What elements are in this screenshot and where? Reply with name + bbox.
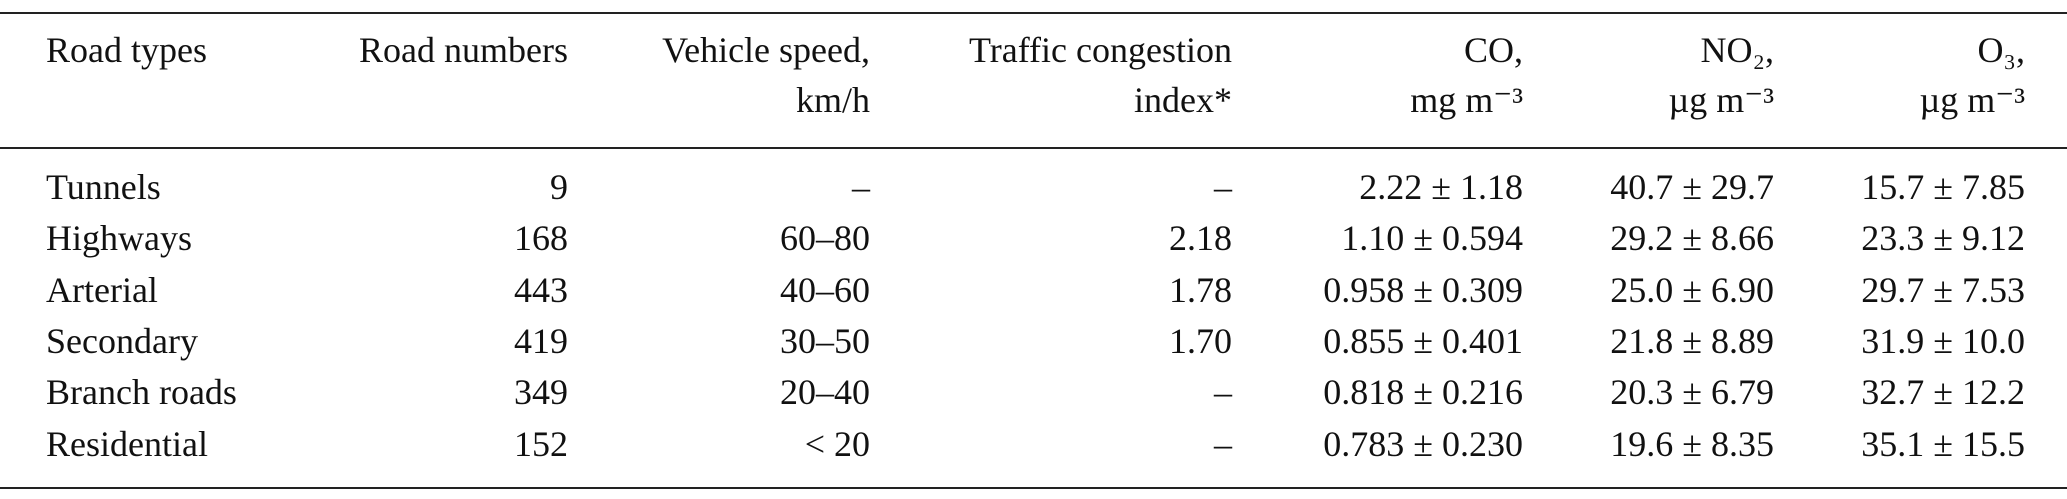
table-cell: 443 — [514, 270, 568, 310]
header-rule — [0, 147, 2067, 149]
header-cell: Traffic congestion — [969, 30, 1232, 70]
table-cell: 9 — [550, 167, 568, 207]
table-cell: 1.10 ± 0.594 — [1341, 218, 1523, 258]
table-cell: 30–50 — [780, 321, 870, 361]
header-cell: µg m⁻³ — [1668, 80, 1774, 120]
table-cell: 60–80 — [780, 218, 870, 258]
table-cell: Highways — [46, 218, 192, 258]
header-cell: NO₂, — [1700, 30, 1774, 70]
header-cell: km/h — [795, 80, 870, 120]
table-cell: Arterial — [46, 270, 158, 310]
table-cell: Residential — [46, 424, 208, 464]
table-cell: 21.8 ± 8.89 — [1610, 321, 1774, 361]
table-cell: Branch roads — [46, 372, 237, 412]
header-cell: mg m⁻³ — [1410, 80, 1523, 120]
table-cell: 0.783 ± 0.230 — [1323, 424, 1523, 464]
table-cell: 15.7 ± 7.85 — [1861, 167, 2025, 207]
table-cell: 349 — [514, 372, 568, 412]
bottom-rule — [0, 487, 2067, 489]
table-cell: < 20 — [804, 424, 870, 464]
table-cell: 2.22 ± 1.18 — [1359, 167, 1523, 207]
table-cell: 2.18 — [1169, 218, 1232, 258]
table-cell: 35.1 ± 15.5 — [1861, 424, 2025, 464]
table-cell: 20.3 ± 6.79 — [1610, 372, 1774, 412]
table-cell: 40–60 — [780, 270, 870, 310]
table-cell: 25.0 ± 6.90 — [1610, 270, 1774, 310]
header-cell: Road numbers — [359, 30, 568, 70]
table-cell: 29.2 ± 8.66 — [1610, 218, 1774, 258]
table-cell: 40.7 ± 29.7 — [1610, 167, 1774, 207]
table-cell: 419 — [514, 321, 568, 361]
table-cell: 32.7 ± 12.2 — [1861, 372, 2025, 412]
table-cell: 1.70 — [1169, 321, 1232, 361]
header-cell: µg m⁻³ — [1919, 80, 2025, 120]
header-cell: Road types — [46, 30, 207, 70]
table-cell: 168 — [514, 218, 568, 258]
table-cell: 29.7 ± 7.53 — [1861, 270, 2025, 310]
table-cell: 0.855 ± 0.401 — [1323, 321, 1523, 361]
table-cell: Tunnels — [46, 167, 161, 207]
table-cell: 152 — [514, 424, 568, 464]
table-cell: – — [1214, 372, 1232, 412]
table-cell: 0.958 ± 0.309 — [1323, 270, 1523, 310]
table-cell: 0.818 ± 0.216 — [1323, 372, 1523, 412]
table-cell: 31.9 ± 10.0 — [1861, 321, 2025, 361]
table-cell: – — [1214, 424, 1232, 464]
table-cell: 23.3 ± 9.12 — [1861, 218, 2025, 258]
header-cell: index* — [1134, 80, 1232, 120]
header-cell: O₃, — [1977, 30, 2025, 70]
top-rule — [0, 12, 2067, 14]
table-cell: – — [1214, 167, 1232, 207]
header-cell: CO, — [1463, 30, 1523, 70]
header-cell: Vehicle speed, — [662, 30, 870, 70]
table-cell: 1.78 — [1169, 270, 1232, 310]
table-cell: 20–40 — [780, 372, 870, 412]
table-cell: 19.6 ± 8.35 — [1610, 424, 1774, 464]
table-cell: Secondary — [46, 321, 198, 361]
table-cell: – — [852, 167, 870, 207]
